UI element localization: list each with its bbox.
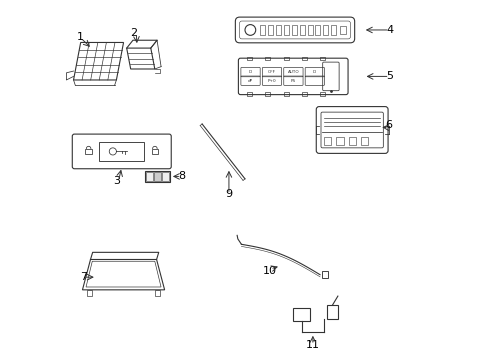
Bar	[247, 93, 252, 96]
Bar	[284, 57, 289, 60]
Text: 2: 2	[130, 28, 137, 38]
Bar	[323, 25, 328, 35]
Text: ID: ID	[248, 70, 253, 74]
Bar	[146, 172, 153, 181]
Bar	[302, 57, 307, 60]
Bar	[247, 57, 252, 60]
Bar	[268, 25, 273, 35]
Text: 9: 9	[225, 189, 232, 199]
Bar	[300, 25, 305, 35]
Bar	[293, 307, 310, 321]
Text: 5: 5	[386, 71, 393, 81]
Bar	[336, 137, 343, 145]
Bar	[85, 149, 92, 154]
Text: 1: 1	[76, 32, 83, 42]
Text: dP: dP	[248, 79, 253, 83]
Text: 11: 11	[306, 340, 320, 350]
Bar	[361, 137, 368, 145]
Bar	[284, 25, 289, 35]
Bar	[316, 25, 320, 35]
Bar	[155, 290, 160, 296]
Text: AUTO: AUTO	[288, 70, 299, 74]
Text: 3: 3	[113, 176, 120, 186]
Bar	[154, 172, 161, 181]
Bar	[322, 271, 328, 278]
Bar	[265, 93, 270, 96]
Bar	[260, 25, 266, 35]
Text: 4: 4	[386, 25, 393, 35]
Bar	[152, 149, 158, 154]
Bar	[302, 93, 307, 96]
Bar	[348, 137, 356, 145]
Bar	[340, 26, 346, 33]
Bar	[87, 290, 93, 296]
Bar	[276, 25, 281, 35]
Text: PS: PS	[291, 79, 296, 83]
Text: P+0: P+0	[268, 79, 276, 83]
Bar	[320, 57, 325, 60]
Bar	[292, 25, 297, 35]
Text: 10: 10	[263, 266, 277, 276]
Bar	[327, 305, 338, 319]
Bar	[99, 142, 145, 161]
Bar	[324, 137, 331, 145]
Bar	[284, 93, 289, 96]
Bar	[331, 25, 336, 35]
Text: 6: 6	[386, 120, 392, 130]
Text: ID: ID	[313, 70, 317, 74]
Bar	[308, 25, 313, 35]
Bar	[265, 57, 270, 60]
Text: 8: 8	[178, 171, 185, 181]
Text: OFF: OFF	[268, 70, 276, 74]
Text: 7: 7	[80, 272, 87, 282]
Bar	[162, 172, 169, 181]
Bar	[320, 93, 325, 96]
Bar	[146, 171, 170, 182]
